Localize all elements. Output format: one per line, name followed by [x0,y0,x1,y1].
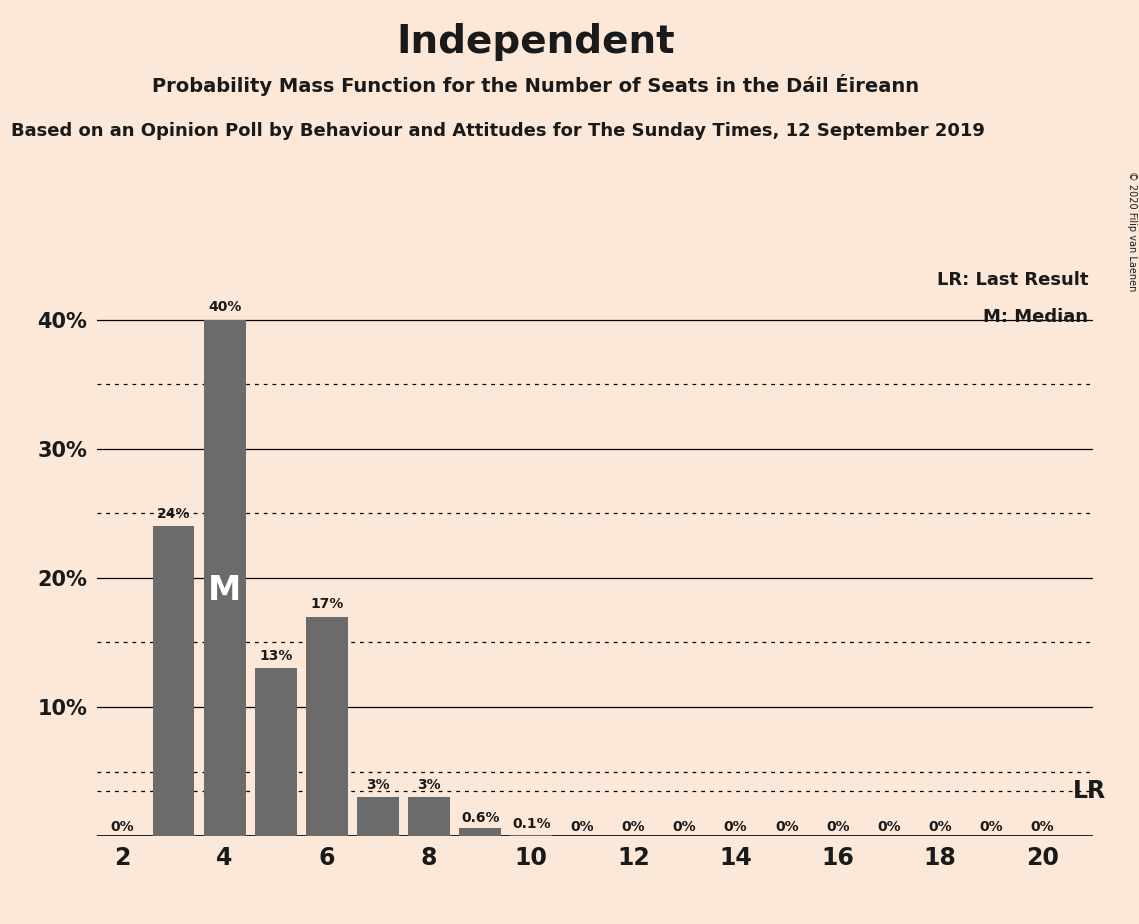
Bar [408,797,450,836]
Text: 0%: 0% [110,820,134,833]
Bar [306,616,347,836]
Bar [510,835,552,836]
Text: 0%: 0% [673,820,696,833]
Text: 0%: 0% [571,820,595,833]
Text: 0.1%: 0.1% [511,817,550,831]
Text: Based on an Opinion Poll by Behaviour and Attitudes for The Sunday Times, 12 Sep: Based on an Opinion Poll by Behaviour an… [11,122,985,140]
Bar [357,797,399,836]
Text: M: M [208,575,241,607]
Bar [459,829,501,836]
Text: Independent: Independent [396,23,674,61]
Text: 3%: 3% [417,778,441,792]
Text: 0%: 0% [877,820,901,833]
Text: 40%: 40% [208,300,241,314]
Text: 24%: 24% [157,507,190,521]
Text: 3%: 3% [366,778,390,792]
Text: 17%: 17% [310,598,344,612]
Text: Probability Mass Function for the Number of Seats in the Dáil Éireann: Probability Mass Function for the Number… [151,74,919,96]
Text: LR: Last Result: LR: Last Result [937,271,1089,289]
Bar [204,320,246,836]
Text: 13%: 13% [259,650,293,663]
Text: 0%: 0% [826,820,850,833]
Text: 0%: 0% [928,820,952,833]
Text: 0%: 0% [622,820,646,833]
Bar [255,668,296,836]
Text: M: Median: M: Median [983,308,1089,326]
Text: 0%: 0% [775,820,798,833]
Text: LR: LR [1073,779,1106,803]
Text: 0%: 0% [724,820,747,833]
Text: © 2020 Filip van Laenen: © 2020 Filip van Laenen [1126,171,1137,291]
Text: 0%: 0% [980,820,1003,833]
Text: 0.6%: 0.6% [461,810,499,824]
Text: 0%: 0% [1031,820,1054,833]
Bar [153,527,195,836]
